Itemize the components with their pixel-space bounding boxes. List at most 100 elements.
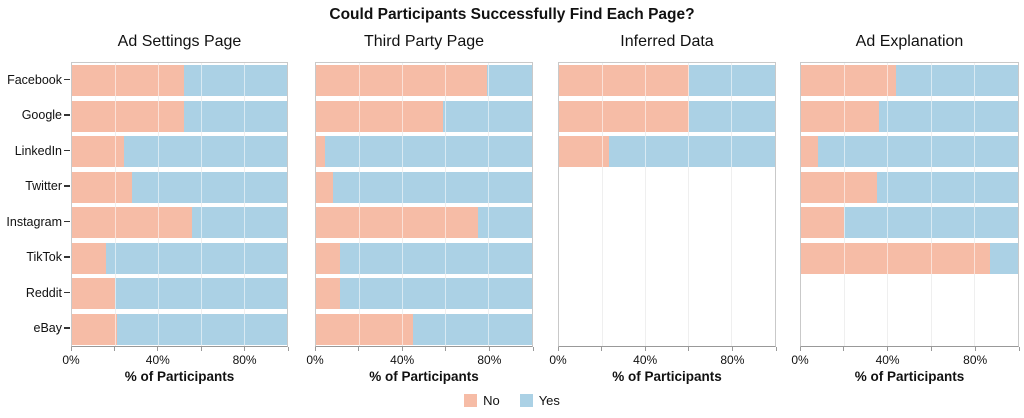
bar-row bbox=[316, 242, 532, 274]
y-axis-tick bbox=[64, 256, 70, 258]
axis-tick bbox=[401, 347, 403, 351]
bar-segment-yes bbox=[876, 171, 1018, 203]
bar-segment-yes bbox=[339, 242, 532, 274]
axis-tick-label: 40% bbox=[145, 353, 170, 367]
x-axis-title: % of Participants bbox=[612, 369, 722, 384]
y-axis-tick bbox=[64, 114, 70, 116]
gridline-overlay bbox=[243, 63, 245, 346]
bar-segment-no bbox=[72, 171, 133, 203]
bar-segment-yes bbox=[183, 100, 287, 132]
axis-tick bbox=[488, 347, 490, 351]
bar-segment-no bbox=[72, 100, 184, 132]
bar-segment-yes bbox=[989, 242, 1018, 274]
bar-row bbox=[72, 313, 287, 345]
axis-tick-label: 40% bbox=[633, 353, 658, 367]
axis-tick-label: 80% bbox=[477, 353, 502, 367]
gridline-overlay bbox=[887, 63, 889, 346]
axis-tick bbox=[358, 347, 360, 351]
bar-segment-yes bbox=[324, 136, 532, 167]
bar-segment-no bbox=[72, 278, 115, 309]
legend-label-no: No bbox=[483, 393, 500, 408]
gridline-overlay bbox=[843, 63, 845, 346]
bar-segment-yes bbox=[413, 313, 532, 345]
axis-tick bbox=[930, 347, 932, 351]
axis-tick bbox=[244, 347, 246, 351]
gridline-overlay bbox=[358, 63, 360, 346]
bar-segment-no bbox=[316, 171, 334, 203]
bar-segment-yes bbox=[608, 136, 775, 167]
bar-row bbox=[559, 100, 775, 132]
gridline-overlay bbox=[488, 63, 490, 346]
bar-segment-no bbox=[72, 313, 118, 345]
y-axis-label: Reddit bbox=[25, 285, 62, 300]
x-axis-title: % of Participants bbox=[854, 369, 965, 384]
legend-label-yes: Yes bbox=[538, 393, 560, 408]
axis-tick bbox=[445, 347, 447, 351]
y-axis-label: TikTok bbox=[26, 250, 62, 264]
bar-row bbox=[801, 207, 1018, 238]
axis-tick bbox=[113, 347, 115, 351]
bar-segment-no bbox=[72, 136, 124, 167]
bar-segment-yes bbox=[896, 65, 1018, 96]
axis-tick-label: 40% bbox=[390, 353, 415, 367]
bar-segment-yes bbox=[183, 65, 287, 96]
axis-tick-label: 0% bbox=[549, 353, 567, 367]
bar-segment-yes bbox=[106, 242, 287, 274]
axis-tick bbox=[775, 347, 777, 351]
bar-segment-yes bbox=[879, 100, 1018, 132]
plot-area bbox=[71, 62, 288, 347]
axis-tick-label: 40% bbox=[875, 353, 900, 367]
bar-segment-yes bbox=[132, 171, 287, 203]
axis-tick bbox=[799, 347, 801, 351]
y-axis-tick bbox=[64, 291, 70, 294]
panel-title: Inferred Data bbox=[620, 33, 714, 50]
axis-tick bbox=[287, 347, 289, 351]
gridline-overlay bbox=[445, 63, 447, 346]
axis-tick bbox=[688, 347, 690, 351]
legend-item-no: No bbox=[464, 393, 500, 408]
y-axis-tick bbox=[64, 149, 70, 152]
bar-segment-no bbox=[316, 313, 414, 345]
bar-segment-no bbox=[316, 136, 325, 167]
axis-tick bbox=[601, 347, 603, 351]
bar-segment-yes bbox=[478, 207, 532, 238]
bar-segment-no bbox=[316, 207, 478, 238]
bar-segment-no bbox=[801, 242, 990, 274]
gridline-overlay bbox=[731, 63, 733, 346]
bar-segment-no bbox=[559, 100, 689, 132]
y-axis-tick bbox=[64, 327, 70, 329]
gridline-overlay bbox=[644, 63, 646, 346]
bar-row bbox=[801, 136, 1018, 167]
gridline-overlay bbox=[974, 63, 976, 346]
legend: No Yes bbox=[0, 393, 1024, 408]
bar-row bbox=[316, 136, 532, 167]
bar-segment-no bbox=[801, 207, 845, 238]
gridline-overlay bbox=[401, 63, 403, 346]
bar-row bbox=[801, 65, 1018, 96]
bar-segment-yes bbox=[333, 171, 532, 203]
axis-tick bbox=[157, 347, 159, 351]
bar-segment-yes bbox=[818, 136, 1018, 167]
panel-title: Ad Explanation bbox=[855, 33, 964, 50]
bar-row bbox=[316, 207, 532, 238]
axis-tick bbox=[1018, 347, 1020, 351]
bar-segment-no bbox=[801, 136, 819, 167]
bar-segment-no bbox=[559, 136, 609, 167]
bar-row bbox=[72, 136, 287, 167]
axis-tick bbox=[532, 347, 534, 351]
bar-segment-no bbox=[316, 100, 444, 132]
bar-segment-yes bbox=[117, 313, 287, 345]
bar-row bbox=[316, 278, 532, 309]
axis-tick-label: 0% bbox=[791, 353, 809, 367]
bar-segment-yes bbox=[443, 100, 532, 132]
panel-title: Third Party Page bbox=[363, 33, 485, 50]
y-axis-label: Google bbox=[21, 108, 62, 122]
panel-title: Ad Settings Page bbox=[117, 33, 242, 50]
bar-row bbox=[801, 100, 1018, 132]
y-axis-label: Twitter bbox=[25, 179, 62, 193]
bar-row bbox=[801, 242, 1018, 274]
plot-area bbox=[315, 62, 533, 347]
bar-segment-no bbox=[801, 171, 877, 203]
bar-row bbox=[72, 242, 287, 274]
bar-row bbox=[72, 65, 287, 96]
